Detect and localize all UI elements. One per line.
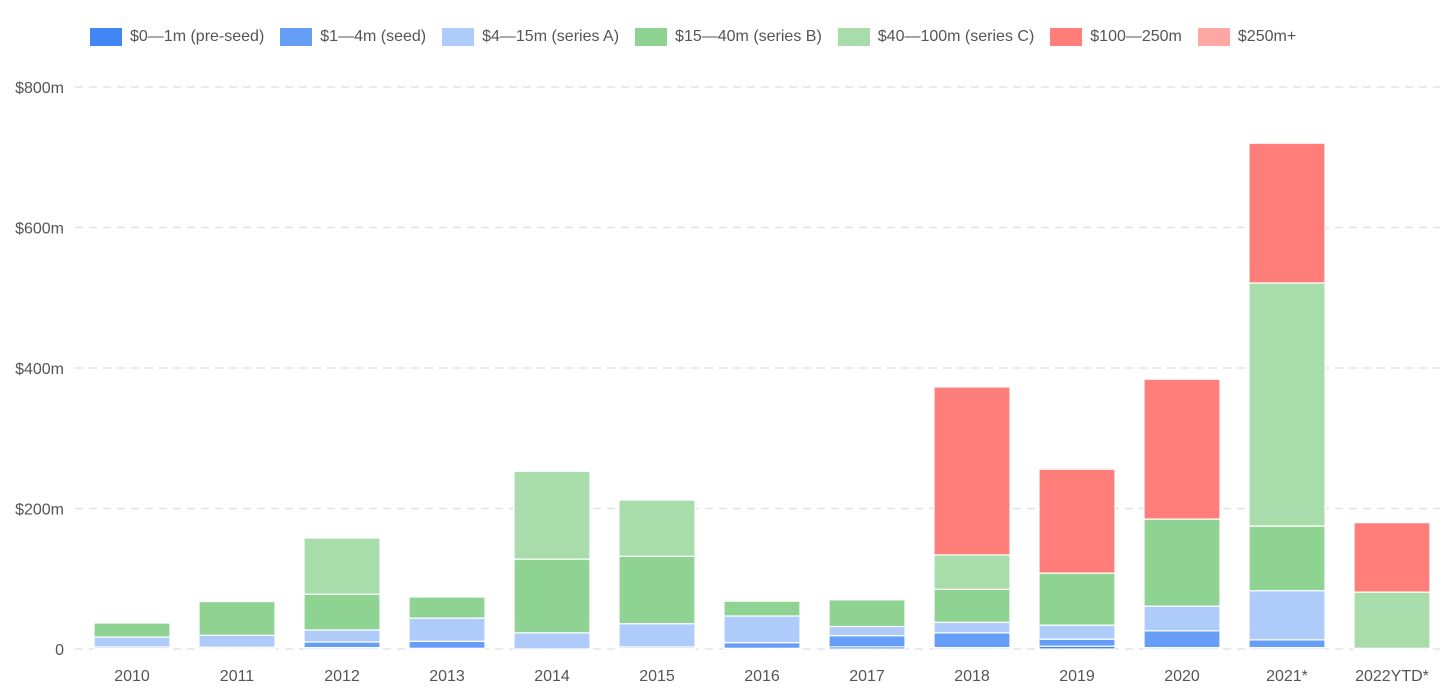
- y-tick-label: $600m: [15, 221, 64, 238]
- legend: $0—1m (pre-seed) $1—4m (seed) $4—15m (seri…: [90, 28, 1296, 46]
- y-tick-label: $800m: [15, 80, 64, 97]
- bar-segment: [618, 623, 696, 648]
- bar-segment: [933, 554, 1011, 590]
- legend-swatch: [635, 28, 668, 46]
- x-tick-label: 2015: [639, 668, 675, 685]
- x-tick-label: 2013: [429, 668, 465, 685]
- x-tick-label: 2022YTD*: [1355, 668, 1429, 685]
- legend-swatch: [280, 28, 313, 46]
- x-tick-label: 2014: [534, 668, 570, 685]
- bar-segment: [723, 642, 801, 649]
- bar-segment: [303, 537, 381, 595]
- bar-segment: [408, 596, 486, 619]
- y-tick-label: $200m: [15, 502, 64, 519]
- legend-swatch: [1050, 28, 1083, 46]
- bar-segment: [1353, 591, 1431, 649]
- bar-segment: [408, 640, 486, 649]
- bar-segment: [933, 632, 1011, 649]
- bar-segment: [828, 625, 906, 637]
- bar-segment: [723, 615, 801, 644]
- bar-segment: [618, 499, 696, 557]
- bar-segment: [1143, 378, 1221, 520]
- legend-label: $4—15m (series A): [482, 28, 620, 45]
- x-tick-label: 2020: [1164, 668, 1200, 685]
- bar-segment: [303, 593, 381, 631]
- legend-item[interactable]: $4—15m (series A): [442, 28, 619, 46]
- legend-item[interactable]: $40—100m (series C): [837, 28, 1035, 46]
- bar-segment: [1143, 630, 1221, 649]
- bar-segment: [513, 558, 591, 634]
- bar-segment: [93, 636, 171, 648]
- bar-segment: [723, 600, 801, 617]
- x-tick-label: 2017: [849, 668, 885, 685]
- bar-segment: [1353, 521, 1431, 524]
- bar-segment: [513, 470, 591, 560]
- bar-segment: [198, 634, 276, 648]
- bar-segment: [933, 386, 1011, 556]
- bar-segment: [1038, 624, 1116, 640]
- bar-segment: [1038, 467, 1116, 470]
- bar-segment: [93, 622, 171, 638]
- bar-segment: [1038, 468, 1116, 574]
- x-tick-label: 2019: [1059, 668, 1095, 685]
- bar-segment: [1248, 639, 1326, 649]
- x-tick-label: 2021*: [1266, 668, 1308, 685]
- bar-segment: [933, 621, 1011, 634]
- bar-segment: [1353, 521, 1431, 593]
- bar-segment: [1248, 142, 1326, 284]
- bar-segment: [1248, 282, 1326, 527]
- bar-segment: [828, 635, 906, 648]
- bar-segment: [408, 617, 486, 642]
- bar-segment: [303, 641, 381, 649]
- bar-segment: [828, 599, 906, 628]
- bar-segment: [303, 629, 381, 643]
- bar-segment: [1143, 605, 1221, 632]
- legend-label: $15—40m (series B): [675, 28, 822, 45]
- legend-item[interactable]: $0—1m (pre-seed): [90, 28, 264, 46]
- legend-label: $250m+: [1237, 28, 1297, 45]
- bar-segment: [1143, 518, 1221, 607]
- bar-segment: [933, 588, 1011, 623]
- legend-label: $40—100m (series C): [877, 28, 1035, 45]
- legend-item[interactable]: $1—4m (seed): [280, 28, 426, 46]
- legend-label: $1—4m (seed): [320, 28, 427, 45]
- legend-swatch: [442, 28, 475, 46]
- legend-label: $0—1m (pre-seed): [130, 28, 265, 45]
- legend-swatch: [90, 28, 122, 46]
- bar-segment: [1038, 638, 1116, 647]
- bar-segment: [1038, 572, 1116, 626]
- x-tick-label: 2011: [220, 668, 255, 685]
- y-tick-label: 0: [55, 642, 64, 659]
- y-tick-label: $400m: [15, 361, 64, 378]
- x-tick-label: 2010: [114, 668, 150, 685]
- bar-segment: [198, 600, 276, 636]
- bar-segment: [618, 555, 696, 625]
- legend-item[interactable]: $15—40m (series B): [635, 28, 822, 46]
- x-tick-label: 2016: [744, 668, 780, 685]
- legend-item[interactable]: $100—250m: [1050, 28, 1182, 46]
- legend-swatch: [837, 28, 870, 46]
- bar-segment: [513, 632, 591, 650]
- x-tick-label: 2012: [324, 668, 360, 685]
- bar-segment: [1248, 525, 1326, 592]
- bar-segment: [1248, 590, 1326, 641]
- legend-swatch: [1197, 28, 1230, 46]
- legend-label: $100—250m: [1090, 28, 1182, 45]
- x-tick-label: 2018: [954, 668, 990, 685]
- legend-item[interactable]: $250m+: [1197, 28, 1297, 46]
